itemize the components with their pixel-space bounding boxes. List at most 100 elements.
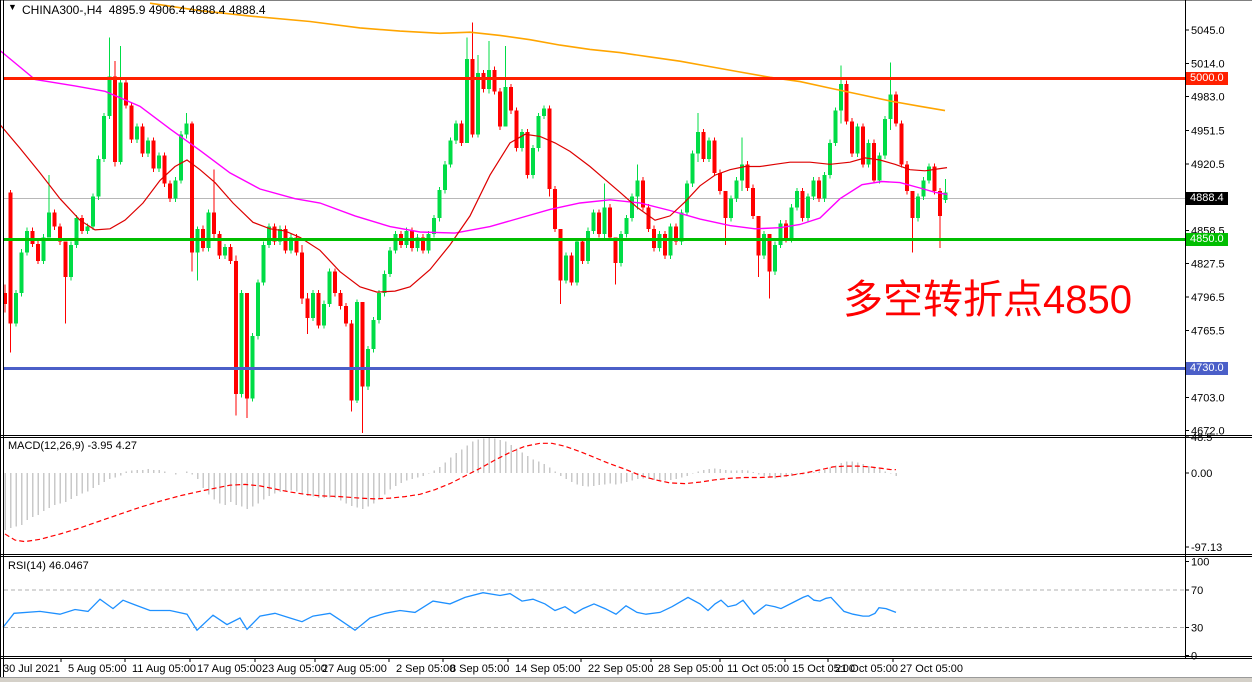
candle-body-up (575, 241, 579, 283)
candle-body-down (899, 123, 904, 165)
candle-body-down (646, 207, 651, 229)
candle-body-down (910, 191, 915, 219)
candle-body-down (580, 241, 585, 261)
candle-body-down (872, 142, 876, 181)
candle-body-up (327, 271, 332, 304)
time-axis-label: 11 Oct 05:00 (727, 663, 789, 675)
candle-body-up (179, 134, 183, 181)
candle-body-up (432, 218, 436, 235)
candle-body-up (679, 212, 684, 242)
symbol-dropdown-icon[interactable]: ▼ (8, 2, 17, 12)
candle-body-down (8, 192, 13, 324)
candle-body-up (855, 126, 860, 154)
candle-body-up (415, 237, 420, 249)
candle-body-down (217, 234, 222, 256)
current-price-badge: 4888.4 (1186, 191, 1228, 205)
candle-body-up (773, 244, 777, 272)
candle-body-up (223, 247, 227, 256)
candle-body-down (932, 166, 937, 192)
candle-body-up (602, 207, 607, 235)
price-axis-label: 4703.0 (1191, 392, 1225, 404)
candle-body-up (74, 218, 79, 245)
candle-body-up (371, 320, 376, 350)
symbol-name: CHINA300-,H4 (22, 3, 103, 17)
candle-body-up (135, 126, 139, 140)
rsi-axis-label: 100 (1191, 557, 1209, 569)
candle-body-down (190, 123, 194, 253)
candle-body-up (542, 108, 546, 116)
candle-body-up (927, 166, 931, 181)
pivot-price-badge: 4850.0 (1186, 233, 1228, 247)
candle-body-up (14, 293, 18, 324)
candle-body-up (657, 234, 662, 249)
candle-body-down (294, 237, 299, 253)
candle-body-down (168, 183, 172, 199)
candle-body-up (943, 192, 948, 200)
candle-body-up (355, 301, 359, 401)
candle-body-down (784, 223, 788, 240)
candle-body-up (916, 196, 920, 219)
time-axis-label: 5 Aug 05:00 (68, 663, 127, 675)
time-axis-label: 15 Oct 05:00 (792, 663, 855, 675)
support-price-badge: 4730.0 (1186, 361, 1228, 375)
candle-body-up (239, 293, 244, 395)
candle-body-down (558, 228, 563, 281)
candle-body-down (701, 132, 706, 159)
price-axis-label: 4951.5 (1191, 126, 1225, 138)
price-axis-label: 4672.0 (1191, 426, 1225, 438)
candle-body-down (514, 110, 519, 149)
time-axis-label: 14 Sep 05:00 (515, 663, 580, 675)
rsi-axis-label: 70 (1191, 585, 1203, 597)
candle-body-down (663, 234, 667, 256)
candle-body-down (547, 108, 552, 190)
candle-body-up (173, 180, 178, 199)
candle-body-down (718, 172, 722, 192)
candle-body-down (894, 94, 898, 124)
candle-body-up (47, 212, 51, 238)
candle-body-up (91, 196, 95, 227)
candle-body-down (745, 164, 750, 188)
candle-body-down (861, 126, 865, 165)
candle-body-up (437, 190, 442, 219)
candle-body-up (19, 252, 24, 294)
candle-body-down (3, 293, 7, 304)
candle-body-down (597, 212, 601, 235)
candle-body-up (465, 59, 469, 143)
candle-body-up (729, 198, 733, 219)
time-axis-label: 11 Aug 05:00 (132, 663, 196, 675)
candle-body-up (888, 94, 893, 120)
candle-body-down (608, 207, 612, 238)
candle-body-down (509, 87, 513, 111)
candle-body-down (316, 293, 321, 326)
candle-body-up (377, 293, 381, 321)
candle-body-up (811, 180, 816, 197)
price-axis-label: 4920.5 (1191, 159, 1225, 171)
time-axis-label: 27 Oct 05:00 (900, 663, 963, 675)
candle-body-up (828, 142, 832, 176)
pivot-annotation-text: 多空转折点4850 (843, 278, 1132, 322)
time-axis-label: 23 Aug 05:00 (262, 663, 327, 675)
candle-body-down (459, 123, 464, 143)
candle-body-up (630, 196, 634, 219)
rsi-line (2, 592, 897, 632)
candle-body-down (421, 237, 425, 251)
candle-body-up (85, 226, 90, 231)
candle-body-up (289, 237, 293, 251)
candle-body-up (69, 244, 73, 278)
candle-body-up (839, 83, 843, 111)
candle-body-up (866, 142, 871, 165)
candle-body-up (564, 255, 568, 281)
time-axis-label: 17 Aug 05:00 (197, 663, 262, 675)
time-axis-label: 22 Sep 05:00 (588, 663, 653, 675)
candle-body-up (96, 158, 101, 197)
candle-body-up (531, 148, 535, 176)
ma-fast-red-line (0, 124, 948, 293)
time-axis-label: 28 Sep 05:00 (658, 663, 723, 675)
candle-body-down (113, 76, 117, 163)
candle-body-down (641, 180, 645, 208)
rsi-indicator-label: RSI(14) 46.0467 (8, 560, 89, 572)
candle-body-down (124, 82, 128, 106)
price-axis-label: 4827.5 (1191, 259, 1225, 271)
candle-body-down (333, 271, 337, 294)
